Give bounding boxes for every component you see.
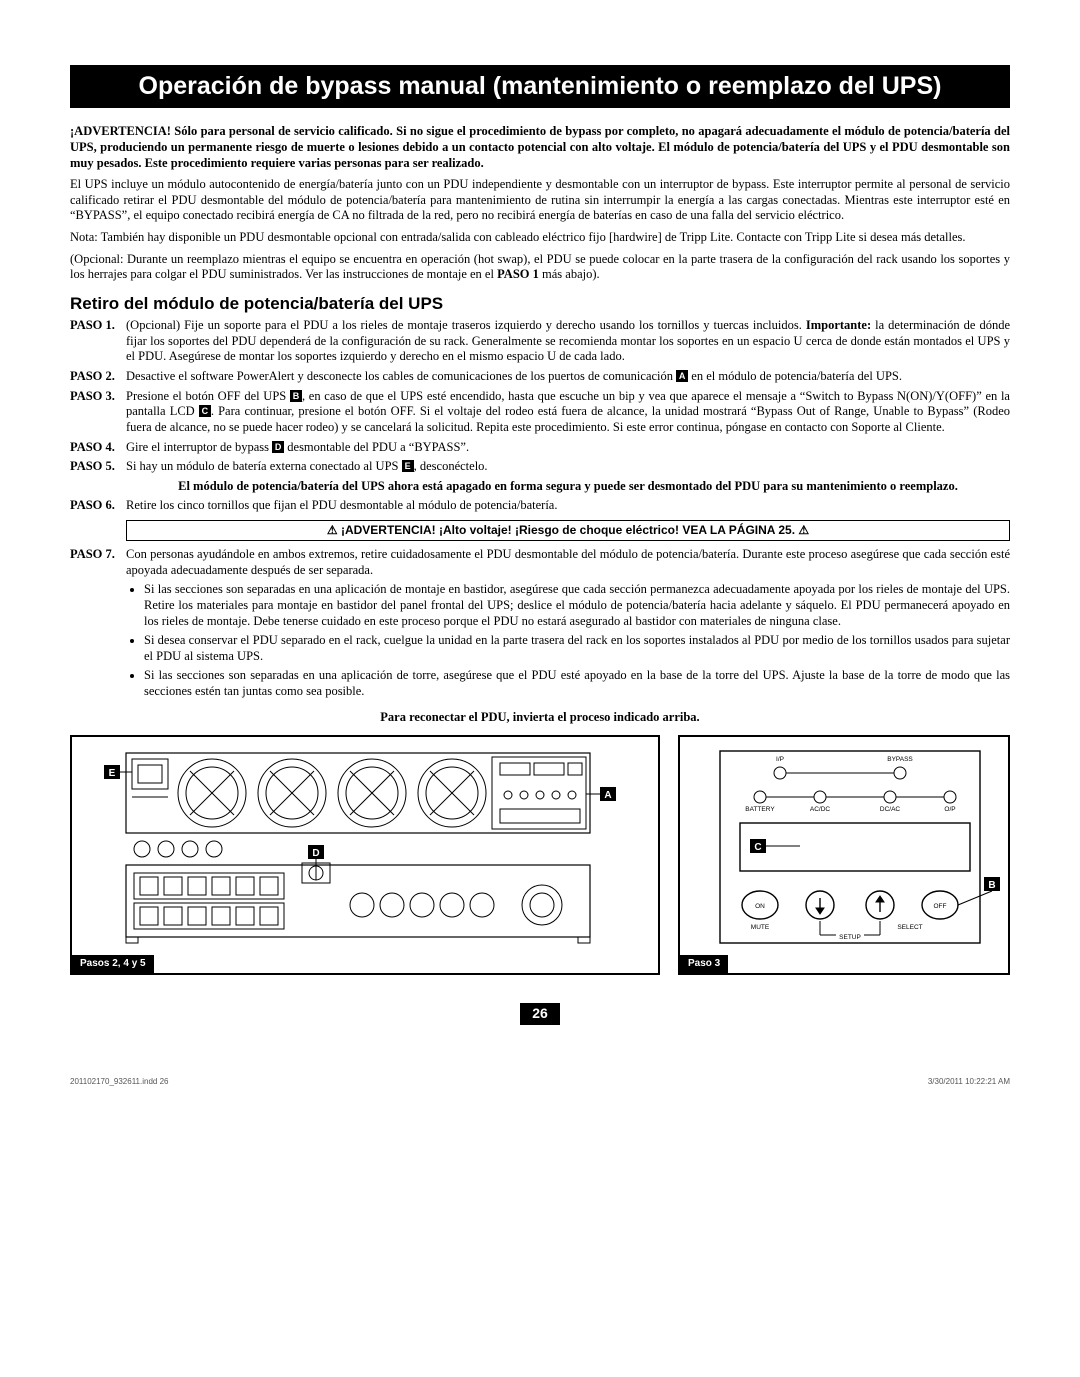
step-7-body: Con personas ayudándole en ambos extremo… — [126, 547, 1010, 704]
intro-1: El UPS incluye un módulo autocontenido d… — [70, 177, 1010, 224]
step-7: PASO 7. Con personas ayudándole en ambos… — [70, 547, 1010, 704]
s1-bold: Importante: — [806, 318, 871, 332]
svg-text:C: C — [754, 842, 761, 853]
control-panel-diagram: I/P BYPASS BATTERY AC/DC DC/AC O/P C — [680, 737, 1008, 973]
s4-t2: desmontable del PDU a “BYPASS”. — [284, 440, 469, 454]
s7-text: Con personas ayudándole en ambos extremo… — [126, 547, 1010, 577]
s2-t2: en el módulo de potencia/batería del UPS… — [688, 369, 902, 383]
label-select: SELECT — [897, 924, 922, 931]
step-6-body: Retire los cinco tornillos que fijan el … — [126, 498, 1010, 514]
tag-c-inline: C — [199, 405, 211, 417]
s7-bullet-3: Si las secciones son separadas en una ap… — [144, 668, 1010, 699]
label-bypass: BYPASS — [887, 756, 913, 763]
figure-left: E A D Pasos 2, 4 y 5 — [70, 735, 660, 975]
s3-t1: Presione el botón OFF del UPS — [126, 389, 290, 403]
step-6-label: PASO 6. — [70, 498, 126, 514]
step-7-label: PASO 7. — [70, 547, 126, 704]
svg-text:E: E — [109, 768, 116, 779]
step-5: PASO 5. Si hay un módulo de batería exte… — [70, 459, 1010, 494]
tag-d-inline: D — [272, 441, 284, 453]
advertencia-box: ⚠ ¡ADVERTENCIA! ¡Alto voltaje! ¡Riesgo d… — [126, 520, 1010, 541]
s1-prefix: (Opcional) Fije un soporte para el PDU a… — [126, 318, 806, 332]
step-1: PASO 1. (Opcional) Fije un soporte para … — [70, 318, 1010, 365]
footer-right: 3/30/2011 10:22:21 AM — [928, 1077, 1010, 1087]
step-3: PASO 3. Presione el botón OFF del UPS B,… — [70, 389, 1010, 436]
s7-bullet-1: Si las secciones son separadas en una ap… — [144, 582, 1010, 629]
s3-t3: . Para continuar, presione el botón OFF.… — [126, 404, 1010, 434]
intro3-suffix: más abajo). — [539, 267, 600, 281]
section-heading: Retiro del módulo de potencia/batería de… — [70, 293, 1010, 314]
page-number: 26 — [520, 1003, 560, 1025]
label-on: ON — [755, 903, 765, 910]
tag-b-inline: B — [290, 390, 302, 402]
label-setup: SETUP — [839, 934, 861, 941]
page-title: Operación de bypass manual (mantenimient… — [70, 65, 1010, 108]
step-6: PASO 6. Retire los cinco tornillos que f… — [70, 498, 1010, 514]
step-4-label: PASO 4. — [70, 440, 126, 456]
s5-bold-line: El módulo de potencia/batería del UPS ah… — [126, 479, 1010, 495]
label-mute: MUTE — [751, 924, 770, 931]
label-op: O/P — [944, 806, 955, 813]
step-3-label: PASO 3. — [70, 389, 126, 436]
figure-right: I/P BYPASS BATTERY AC/DC DC/AC O/P C — [678, 735, 1010, 975]
figure-left-caption: Pasos 2, 4 y 5 — [72, 955, 154, 974]
warning-triangle-right: ⚠ — [798, 523, 809, 537]
page-footer: 201102170_932611.indd 26 3/30/2011 10:22… — [70, 1077, 1010, 1087]
intro3-bold: PASO 1 — [497, 267, 539, 281]
ups-rear-diagram: E A D — [72, 737, 658, 973]
label-dcac: DC/AC — [880, 806, 901, 813]
step-4-body: Gire el interruptor de bypass D desmonta… — [126, 440, 1010, 456]
svg-text:B: B — [988, 880, 995, 891]
s7-bullet-2: Si desea conservar el PDU separado en el… — [144, 633, 1010, 664]
step-1-label: PASO 1. — [70, 318, 126, 365]
warning-triangle-left: ⚠ — [327, 523, 338, 537]
tag-a-inline: A — [676, 370, 688, 382]
label-battery: BATTERY — [745, 806, 775, 813]
svg-text:A: A — [604, 790, 611, 801]
intro-3: (Opcional: Durante un reemplazo mientras… — [70, 252, 1010, 283]
step-1-body: (Opcional) Fije un soporte para el PDU a… — [126, 318, 1010, 365]
adv-text: ¡ADVERTENCIA! ¡Alto voltaje! ¡Riesgo de … — [341, 523, 795, 537]
footer-left: 201102170_932611.indd 26 — [70, 1077, 168, 1087]
step-2-body: Desactive el software PowerAlert y desco… — [126, 369, 1010, 385]
s2-t1: Desactive el software PowerAlert y desco… — [126, 369, 676, 383]
intro-2: Nota: También hay disponible un PDU desm… — [70, 230, 1010, 246]
step-5-label: PASO 5. — [70, 459, 126, 494]
tag-e-inline: E — [402, 460, 414, 472]
step-2: PASO 2. Desactive el software PowerAlert… — [70, 369, 1010, 385]
step-4: PASO 4. Gire el interruptor de bypass D … — [70, 440, 1010, 456]
reconnect-line: Para reconectar el PDU, invierta el proc… — [70, 710, 1010, 726]
label-acdc: AC/DC — [810, 806, 831, 813]
s4-t1: Gire el interruptor de bypass — [126, 440, 272, 454]
step-5-body: Si hay un módulo de batería externa cone… — [126, 459, 1010, 494]
warning-paragraph: ¡ADVERTENCIA! Sólo para personal de serv… — [70, 124, 1010, 171]
step-3-body: Presione el botón OFF del UPS B, en caso… — [126, 389, 1010, 436]
label-ip: I/P — [776, 756, 784, 763]
label-off: OFF — [934, 903, 947, 910]
svg-text:D: D — [312, 848, 319, 859]
step-2-label: PASO 2. — [70, 369, 126, 385]
s5-t2: , desconéctelo. — [414, 459, 488, 473]
s5-t1: Si hay un módulo de batería externa cone… — [126, 459, 402, 473]
figure-right-caption: Paso 3 — [680, 955, 728, 974]
